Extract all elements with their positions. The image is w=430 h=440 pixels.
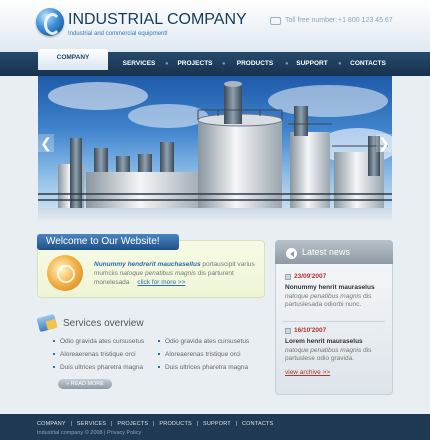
welcome-text-part1: portauscipit varius mumciis: [94, 261, 255, 277]
service-item[interactable]: Aloreaerenas tristique orci: [53, 351, 136, 358]
news-title[interactable]: Lorem henrit mauraselus: [285, 338, 363, 345]
slide-next-button[interactable]: ❯: [376, 134, 392, 152]
calendar-icon: [285, 274, 291, 280]
welcome-italic: natoque penatibus magnis: [119, 270, 196, 277]
service-item[interactable]: Duis ultrices pharetra magna: [53, 364, 143, 371]
footer-link-projects[interactable]: PROJECTS: [117, 421, 149, 427]
news-body-text: dis partuslese odio gravida.: [285, 347, 372, 362]
company-tagline: Industrial and commercial equipment!: [68, 31, 168, 37]
nav-item-company[interactable]: COMPANY: [38, 49, 108, 70]
footer-separator: |: [235, 421, 238, 427]
news-body-italic: natoque penatibus magnis: [285, 347, 362, 354]
nav-item-contacts[interactable]: CONTACTS: [350, 60, 386, 67]
news-body-text: dis partuslesada odiorbi nunc.: [285, 293, 372, 308]
service-item[interactable]: Duis ultrices pharetra magna: [158, 364, 248, 371]
footer-copyright: Industrial company © 2008 | Privacy Poli…: [37, 430, 142, 436]
nav-separator: ●: [285, 61, 289, 67]
industrial-tanks-illustration: [38, 81, 392, 208]
disc-icon: [47, 255, 83, 291]
site-footer: [0, 414, 430, 440]
news-title[interactable]: Nonummy henrit mauraselus: [285, 284, 375, 291]
news-body-italic: natoque penatibus magnis: [285, 293, 362, 300]
nav-item-services[interactable]: SERVICES: [122, 60, 156, 67]
news-body: natoque penatibus magnis dis partuslesad…: [285, 293, 385, 309]
footer-link-contacts[interactable]: CONTACTS: [241, 421, 274, 427]
latest-news-panel: [275, 240, 393, 395]
phone-number: +1 800 123 45 67: [338, 17, 393, 24]
nav-separator: ●: [338, 61, 342, 67]
footer-link-support[interactable]: SUPPORT: [202, 421, 231, 427]
nav-item-products[interactable]: PRODUCTS: [236, 60, 274, 67]
nav-separator: ●: [222, 61, 226, 67]
site-header: INDUSTRIAL COMPANY Industrial and commer…: [0, 0, 430, 52]
news-date: 16/10'2007: [294, 327, 327, 334]
footer-separator: |: [153, 421, 155, 427]
welcome-title: Welcome to Our Website!: [37, 234, 179, 250]
phone-label: Toll free number:: [285, 17, 338, 24]
company-name[interactable]: INDUSTRIAL COMPANY: [68, 11, 247, 28]
phone-icon: [270, 17, 281, 25]
click-for-more-link[interactable]: click for more >>: [137, 279, 186, 286]
welcome-text-part2: dis parturent monelesada: [94, 270, 234, 286]
services-folder-icon: [36, 313, 58, 333]
nav-separator: ●: [165, 61, 169, 67]
service-item[interactable]: Odio gravida ates cursusetus: [53, 338, 144, 345]
speech-bubble-icon: [286, 248, 297, 259]
footer-links: COMPANY | SERVICES | PROJECTS | PRODUCTS…: [37, 421, 276, 427]
banner-reflection: [38, 208, 392, 222]
welcome-text: Nunummy hendrerit mauchasellus portausci…: [94, 260, 259, 287]
main-nav: COMPANY SERVICES ● PROJECTS ● PRODUCTS ●…: [0, 49, 430, 76]
slide-prev-button[interactable]: ❮: [38, 134, 54, 152]
footer-separator: |: [196, 421, 199, 427]
nav-item-support[interactable]: SUPPORT: [296, 60, 328, 67]
banner-image: [38, 76, 392, 208]
footer-separator: |: [110, 421, 113, 427]
welcome-lead: Nunummy hendrerit mauchasellus: [94, 261, 201, 268]
footer-link-services[interactable]: SERVICES: [76, 421, 107, 427]
service-item[interactable]: Odio gravida ates cursusetus: [158, 338, 249, 345]
news-divider: [283, 321, 385, 322]
services-title: Services overview: [63, 318, 144, 329]
service-item[interactable]: Aloreaerenas tristique orci: [158, 351, 241, 358]
banner-slideshow: ❮ ❯: [38, 76, 392, 216]
news-date: 23/09'2007: [294, 273, 327, 280]
view-archive-link[interactable]: view archive >>: [285, 369, 331, 376]
footer-separator: |: [70, 421, 73, 427]
footer-link-products[interactable]: PRODUCTS: [159, 421, 192, 427]
read-more-button[interactable]: » READ MORE: [58, 379, 112, 389]
footer-link-company[interactable]: COMPANY: [37, 421, 66, 427]
latest-news-title: Latest news: [302, 247, 351, 257]
news-body: natoque penatibus magnis dis partuslese …: [285, 347, 385, 363]
calendar-icon: [285, 328, 291, 334]
globe-logo-icon[interactable]: [36, 8, 64, 36]
nav-item-projects[interactable]: PROJECTS: [177, 60, 213, 67]
